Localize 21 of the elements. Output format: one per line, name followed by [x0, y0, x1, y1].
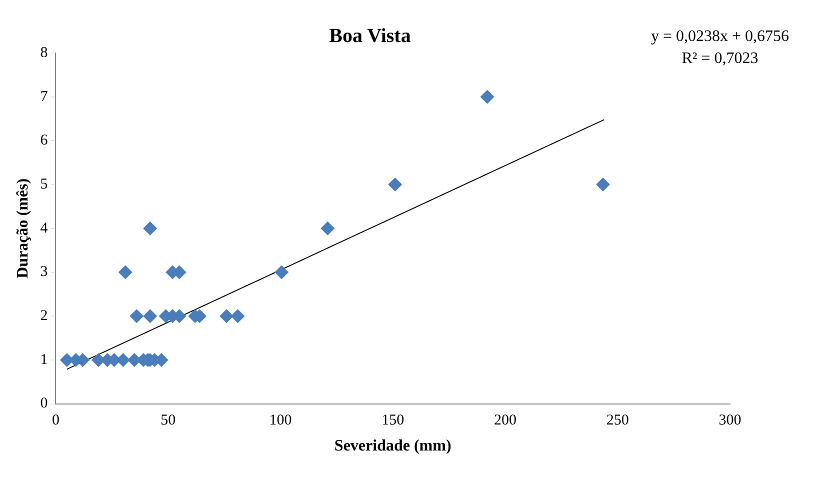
text: y = 0,0238x + 0,6756: [650, 28, 790, 45]
y-tick-label: 3: [40, 264, 48, 280]
y-tick-label: 6: [40, 132, 48, 149]
y-tick-label: 7: [40, 88, 48, 105]
x-tick-label: 250: [606, 412, 629, 429]
x-tick-label: 50: [160, 412, 176, 429]
y-axis-title: Duração (mês): [14, 178, 32, 278]
x-tick-label: 150: [382, 412, 404, 429]
annotation: R² = 0,7023: [682, 50, 758, 67]
y-tick-label: 8: [40, 44, 48, 61]
x-tick-label: 300: [718, 412, 742, 429]
y-tick-label: 2: [40, 308, 48, 324]
x-tick-label: 0: [52, 412, 60, 429]
chart-title: Boa Vista: [329, 25, 411, 48]
y-tick-label: 5: [40, 176, 48, 192]
x-tick-label: 200: [494, 412, 516, 429]
x-axis-title: Severidade (mm): [334, 438, 452, 455]
x-tick-label: 100: [269, 412, 292, 429]
y-tick-label: 4: [40, 220, 48, 236]
y-tick-label: 1: [40, 352, 48, 368]
y-tick-label: 0: [40, 396, 48, 412]
